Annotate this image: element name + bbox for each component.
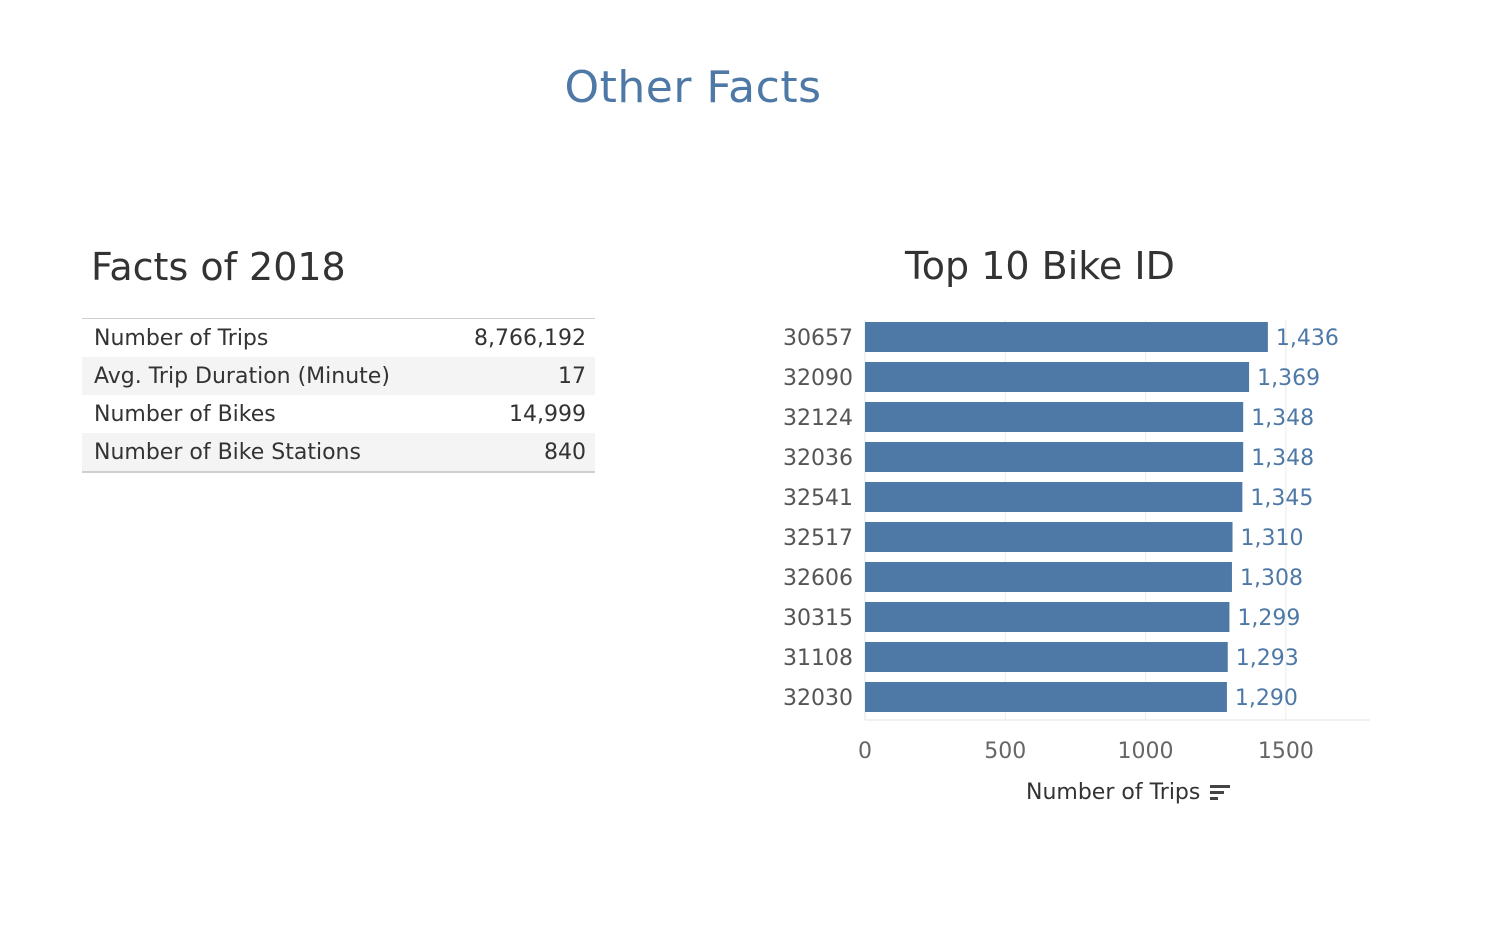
bar — [865, 682, 1227, 712]
facts-value: 17 — [558, 363, 586, 389]
facts-label: Avg. Trip Duration (Minute) — [94, 363, 390, 389]
facts-value: 8,766,192 — [474, 325, 586, 351]
value-label: 1,310 — [1241, 526, 1304, 551]
facts-row-stations: Number of Bike Stations 840 — [82, 433, 595, 471]
x-tick-label: 1000 — [1118, 739, 1174, 764]
bar — [865, 562, 1232, 592]
facts-value: 14,999 — [509, 401, 586, 427]
x-axis-title-container: Number of Trips — [1026, 780, 1231, 805]
x-tick-label: 500 — [984, 739, 1026, 764]
category-label: 32090 — [783, 366, 853, 391]
category-label: 31108 — [783, 646, 853, 671]
value-label: 1,293 — [1236, 646, 1299, 671]
value-label: 1,345 — [1250, 486, 1313, 511]
value-label: 1,308 — [1240, 566, 1303, 591]
chart-title: Top 10 Bike ID — [905, 244, 1175, 288]
bar — [865, 362, 1250, 392]
facts-row-trips: Number of Trips 8,766,192 — [82, 319, 595, 357]
bar — [865, 642, 1228, 672]
facts-label: Number of Trips — [94, 325, 269, 351]
value-label: 1,290 — [1235, 686, 1298, 711]
bar — [865, 322, 1268, 352]
bar — [865, 602, 1230, 632]
sort-descending-icon[interactable] — [1210, 784, 1231, 802]
x-tick-label: 1500 — [1258, 739, 1314, 764]
bar — [865, 402, 1244, 432]
category-label: 32517 — [783, 526, 853, 551]
facts-title: Facts of 2018 — [91, 245, 346, 289]
page-title: Other Facts — [564, 62, 822, 113]
category-label: 32030 — [783, 686, 853, 711]
value-label: 1,299 — [1237, 606, 1300, 631]
category-label: 32606 — [783, 566, 853, 591]
category-label: 30315 — [783, 606, 853, 631]
x-axis-title: Number of Trips — [1026, 780, 1201, 805]
value-label: 1,348 — [1251, 406, 1314, 431]
facts-row-bikes: Number of Bikes 14,999 — [82, 395, 595, 433]
value-label: 1,348 — [1251, 446, 1314, 471]
value-label: 1,369 — [1257, 366, 1320, 391]
bar — [865, 522, 1233, 552]
bar-chart: 30657 1,436 32090 1,369 32124 1,348 32036 1,348… — [783, 320, 1370, 764]
category-label: 30657 — [783, 326, 853, 351]
category-label: 32036 — [783, 446, 853, 471]
x-tick-label: 0 — [858, 739, 872, 764]
facts-label: Number of Bikes — [94, 401, 276, 427]
value-label: 1,436 — [1276, 326, 1339, 351]
facts-table: Number of Trips 8,766,192 Avg. Trip Dura… — [82, 318, 595, 473]
category-label: 32541 — [783, 486, 853, 511]
facts-row-avg-duration: Avg. Trip Duration (Minute) 17 — [82, 357, 595, 395]
facts-label: Number of Bike Stations — [94, 439, 361, 465]
facts-value: 840 — [544, 439, 586, 465]
bar — [865, 442, 1244, 472]
bar — [865, 482, 1243, 512]
category-label: 32124 — [783, 406, 853, 431]
